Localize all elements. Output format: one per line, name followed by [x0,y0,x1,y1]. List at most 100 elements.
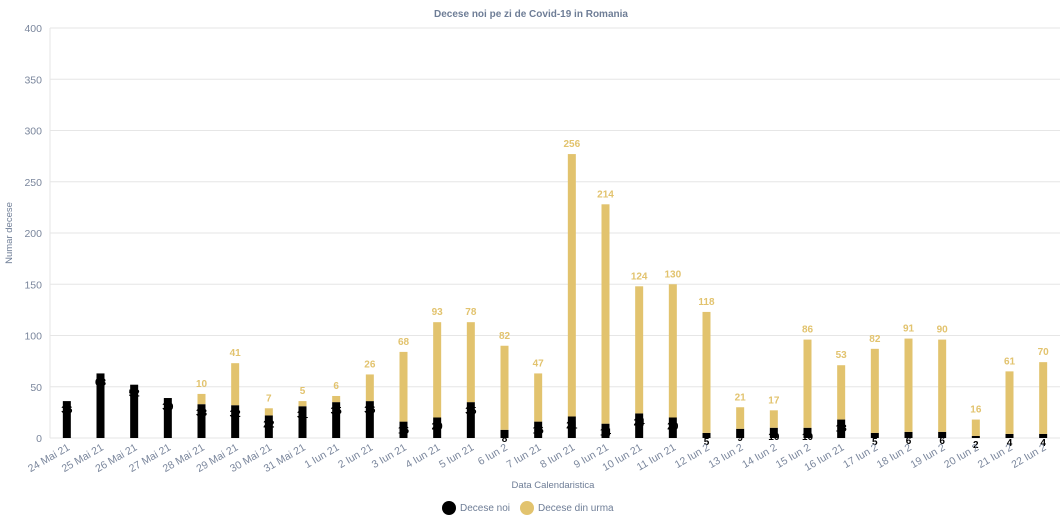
x-tick-label: 8 Iun 21 [538,441,577,470]
data-label-decese-noi: 16 [533,426,545,437]
data-label-decese-noi: 18 [836,424,848,435]
data-label-decese-noi: 8 [502,434,508,445]
bar-decese-din-urma[interactable] [264,408,273,416]
x-tick-label: 18 Iun 2 [875,441,914,470]
x-tick-label: 4 Iun 21 [403,441,442,470]
chart-title: Decese noi pe zi de Covid-19 in Romania [434,9,628,20]
bar-decese-noi[interactable] [433,417,442,439]
data-label-decese-noi: 52 [129,389,141,400]
bar-decese-din-urma[interactable] [635,286,644,414]
data-label-decese-din-urma: 41 [230,348,242,359]
bar-decese-din-urma[interactable] [298,401,307,407]
bar-decese-din-urma[interactable] [365,374,374,402]
data-label-decese-noi: 14 [600,428,612,439]
x-tick-label: 13 Iun 2 [706,441,745,470]
bar-decese-noi[interactable] [365,401,374,438]
y-axis-ticks: 0 50 100 150 200 250 300 350 400 [24,23,42,445]
bar-decese-noi[interactable] [231,405,240,438]
bar-decese-noi[interactable] [130,384,139,438]
data-label-decese-noi: 63 [95,377,107,388]
bar-decese-noi[interactable] [870,432,879,438]
bar-decese-din-urma[interactable] [668,284,677,418]
bar-decese-noi[interactable] [702,432,711,438]
bar-decese-noi[interactable] [197,404,206,438]
bar-decese-noi[interactable] [500,429,509,438]
bar-decese-din-urma[interactable] [231,363,240,406]
x-tick-label: 2 Iun 21 [336,441,375,470]
bar-decese-noi[interactable] [466,402,475,438]
bar-decese-noi[interactable] [736,428,745,438]
data-label-decese-noi: 33 [196,408,208,419]
bar-decese-din-urma[interactable] [1039,362,1048,434]
bar-decese-din-urma[interactable] [736,407,745,429]
bar-decese-noi[interactable] [1005,433,1014,438]
bar-decese-noi[interactable] [769,427,778,438]
data-label-decese-din-urma: 21 [735,392,747,403]
x-tick-label: 14 Iun 2 [740,441,779,470]
bar-decese-noi[interactable] [332,402,341,438]
bar-decese-din-urma[interactable] [466,322,475,403]
bar-decese-noi[interactable] [837,419,846,438]
data-label-decese-din-urma: 130 [664,269,681,280]
data-label-decese-noi: 21 [566,420,578,431]
bar-decese-noi[interactable] [601,423,610,438]
bar-decese-noi[interactable] [96,373,105,438]
y-tick-label: 300 [24,126,42,138]
bar-decese-din-urma[interactable] [938,339,947,432]
bar-decese-noi[interactable] [264,415,273,438]
x-tick-label: 7 Iun 21 [504,441,543,470]
bar-decese-din-urma[interactable] [769,410,778,428]
bar-decese-noi[interactable] [1039,433,1048,438]
legend-marker-decese-noi [442,501,456,515]
data-label-decese-din-urma: 61 [1004,356,1016,367]
data-label-decese-noi: 4 [1040,438,1046,449]
bar-decese-noi[interactable] [904,431,913,438]
legend-label-decese-din-urma: Decese din urma [538,503,614,514]
data-label-decese-din-urma: 47 [533,358,545,369]
bar-decese-din-urma[interactable] [433,322,442,418]
bar-decese-din-urma[interactable] [601,204,610,424]
bar-decese-din-urma[interactable] [399,351,408,422]
x-tick-label: 21 Iun 2 [976,441,1015,470]
bar-decese-noi[interactable] [803,427,812,438]
bar-decese-din-urma[interactable] [534,373,543,422]
data-label-decese-noi: 31 [297,410,309,421]
bar-decese-din-urma[interactable] [1005,371,1014,434]
bar-decese-noi[interactable] [62,401,71,438]
x-tick-label: 11 Iun 21 [635,441,678,473]
legend-label-decese-noi: Decese noi [460,503,510,514]
bar-decese-noi[interactable] [163,398,172,438]
data-label-decese-din-urma: 78 [465,307,477,318]
bar-decese-noi[interactable] [298,406,307,438]
bar-decese-noi[interactable] [635,413,644,438]
data-label-decese-din-urma: 6 [333,381,339,392]
bar-decese-din-urma[interactable] [197,393,206,405]
x-tick-label: 1 Iun 21 [302,441,341,470]
bar-decese-din-urma[interactable] [567,154,576,417]
data-label-decese-noi: 5 [704,437,710,448]
x-tick-label: 12 Iun 2 [673,441,712,470]
data-label-decese-din-urma: 82 [869,334,881,345]
data-label-decese-din-urma: 86 [802,325,814,336]
bar-decese-din-urma[interactable] [500,345,509,430]
bar-decese-din-urma[interactable] [904,338,913,432]
bar-decese-noi[interactable] [668,417,677,439]
bar-decese-noi[interactable] [938,431,947,438]
data-label-decese-din-urma: 7 [266,393,272,404]
bar-decese-noi[interactable] [399,421,408,438]
bar-decese-noi[interactable] [971,435,980,438]
bar-decese-din-urma[interactable] [971,419,980,436]
bar-decese-din-urma[interactable] [837,365,846,420]
legend[interactable]: Decese noi Decese din urma [442,501,614,515]
bar-decese-din-urma[interactable] [702,311,711,433]
data-labels: 3663523910334132722531635263668169320783… [61,139,1049,451]
bar-decese-din-urma[interactable] [332,395,341,403]
data-label-decese-din-urma: 118 [698,297,715,308]
bar-decese-noi[interactable] [567,416,576,438]
data-label-decese-noi: 24 [634,417,646,428]
bar-decese-din-urma[interactable] [803,339,812,428]
legend-marker-decese-din-urma [520,501,534,515]
x-tick-label: 19 Iun 2 [908,441,947,470]
bar-decese-noi[interactable] [534,421,543,438]
bar-decese-din-urma[interactable] [870,348,879,433]
